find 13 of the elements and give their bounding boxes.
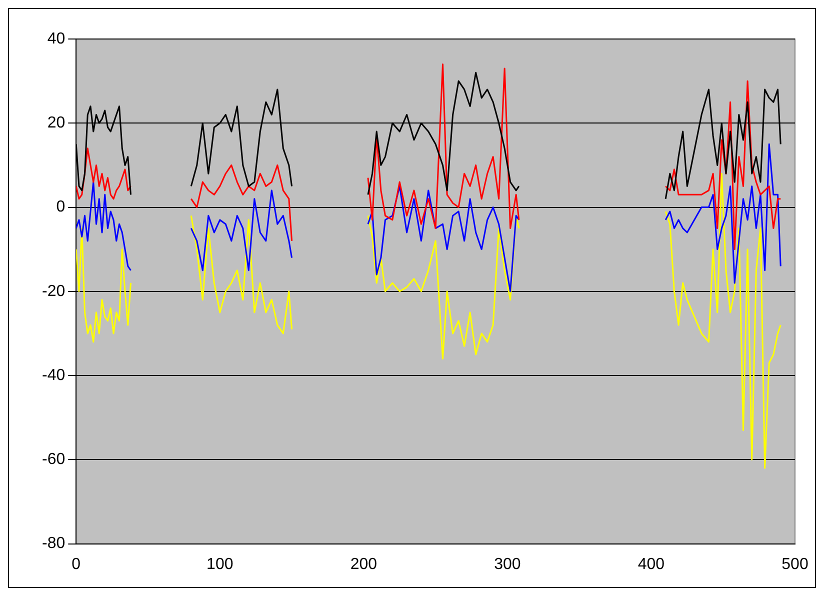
y-tick-label: -80: [42, 535, 66, 552]
x-tick-label: 400: [638, 556, 665, 573]
x-tick-label: 200: [350, 556, 378, 573]
y-tick-label: 20: [47, 114, 66, 132]
y-tick-label: -40: [42, 366, 66, 384]
x-tick-label: 0: [72, 556, 81, 573]
x-tick-label: 100: [206, 556, 234, 573]
y-tick-label: 40: [47, 30, 66, 48]
x-tick-label: 500: [782, 556, 808, 573]
y-tick-label: -20: [42, 282, 66, 300]
y-tick-label: 0: [56, 198, 66, 216]
y-tick-label: -60: [42, 451, 66, 468]
x-tick-label: 300: [494, 556, 521, 573]
